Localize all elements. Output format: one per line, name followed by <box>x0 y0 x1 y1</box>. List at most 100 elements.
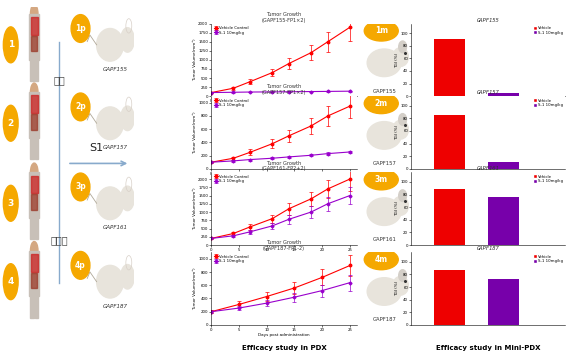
Title: GAPF157: GAPF157 <box>477 90 500 95</box>
Ellipse shape <box>121 28 134 52</box>
Bar <box>35 60 38 81</box>
Text: 1: 1 <box>7 40 14 49</box>
Bar <box>434 270 465 325</box>
Ellipse shape <box>96 187 123 220</box>
Legend: Vehicle Control, S-1 10mg/kg: Vehicle Control, S-1 10mg/kg <box>213 25 250 35</box>
Ellipse shape <box>364 21 398 41</box>
Bar <box>488 197 519 245</box>
Text: GAPF157: GAPF157 <box>103 145 128 150</box>
Title: Tumor Growth
(GAPF155-FP1×2): Tumor Growth (GAPF155-FP1×2) <box>262 12 306 23</box>
X-axis label: Days post administration: Days post administration <box>258 105 310 109</box>
Bar <box>30 218 34 239</box>
Ellipse shape <box>364 93 398 114</box>
Circle shape <box>3 105 18 141</box>
Bar <box>488 280 519 325</box>
Legend: Vehicle, S-1 10mg/kg: Vehicle, S-1 10mg/kg <box>533 254 564 264</box>
Ellipse shape <box>367 49 401 77</box>
Bar <box>31 194 37 210</box>
Bar <box>31 36 37 51</box>
Ellipse shape <box>393 196 408 215</box>
Bar <box>30 296 34 318</box>
Bar <box>29 14 39 60</box>
Title: GAPF187: GAPF187 <box>477 246 500 251</box>
Text: GAPF187: GAPF187 <box>373 317 397 322</box>
Text: GAPF161: GAPF161 <box>373 237 397 242</box>
Bar <box>488 163 519 169</box>
Text: GAPF161: GAPF161 <box>103 225 128 230</box>
Ellipse shape <box>71 15 90 42</box>
Ellipse shape <box>393 120 408 139</box>
X-axis label: Days post administration: Days post administration <box>258 334 310 338</box>
Text: 敏感: 敏感 <box>53 76 65 85</box>
Bar <box>29 92 39 138</box>
Circle shape <box>30 5 38 23</box>
Ellipse shape <box>393 48 408 66</box>
Title: GAPF155: GAPF155 <box>477 17 500 23</box>
Ellipse shape <box>367 278 401 305</box>
Bar <box>31 95 38 113</box>
Bar <box>434 115 465 169</box>
Circle shape <box>3 185 18 221</box>
Text: 4m: 4m <box>375 255 388 264</box>
Bar <box>31 254 38 272</box>
Text: 2m: 2m <box>375 99 388 108</box>
Circle shape <box>30 241 38 260</box>
Ellipse shape <box>367 198 401 225</box>
Circle shape <box>3 264 18 300</box>
Text: GAPF155: GAPF155 <box>373 89 397 94</box>
Text: GAPF155: GAPF155 <box>103 67 128 72</box>
Text: 3m: 3m <box>375 175 388 184</box>
Text: 3p: 3p <box>75 183 86 191</box>
X-axis label: Days post administration: Days post administration <box>258 178 310 182</box>
Text: 3: 3 <box>7 199 14 208</box>
Legend: Vehicle Control, S-1 10mg/kg: Vehicle Control, S-1 10mg/kg <box>213 98 250 107</box>
Y-axis label: Tumor Volume(mm³): Tumor Volume(mm³) <box>192 38 196 81</box>
Y-axis label: TGI (%): TGI (%) <box>395 52 399 68</box>
Y-axis label: TGI (%): TGI (%) <box>395 201 399 216</box>
Y-axis label: TGI (%): TGI (%) <box>395 281 399 296</box>
Circle shape <box>3 27 18 63</box>
Title: GAPF161: GAPF161 <box>477 166 500 171</box>
Ellipse shape <box>71 93 90 121</box>
Y-axis label: TGI (%): TGI (%) <box>395 125 399 140</box>
Ellipse shape <box>96 265 123 298</box>
Ellipse shape <box>364 170 398 190</box>
Bar <box>35 218 38 239</box>
Title: Tumor Growth
(GAPF157-FP1×2): Tumor Growth (GAPF157-FP1×2) <box>262 84 306 95</box>
Text: S1: S1 <box>90 143 104 152</box>
Ellipse shape <box>71 173 90 201</box>
Bar <box>488 93 519 96</box>
Ellipse shape <box>367 122 401 149</box>
Bar <box>30 138 34 159</box>
Bar <box>31 273 37 288</box>
Legend: Vehicle, S-1 10mg/kg: Vehicle, S-1 10mg/kg <box>533 174 564 184</box>
Bar <box>29 172 39 218</box>
Title: Tumor Growth
(GAPF161-FP2+2): Tumor Growth (GAPF161-FP2+2) <box>262 160 306 171</box>
Text: GAPF187: GAPF187 <box>103 304 128 309</box>
Y-axis label: Tumor Volume(mm³): Tumor Volume(mm³) <box>192 187 196 230</box>
Text: GAPF157: GAPF157 <box>373 161 397 166</box>
Bar <box>30 60 34 81</box>
Title: Tumor Growth
(GAPF187-FP1-2): Tumor Growth (GAPF187-FP1-2) <box>263 240 305 251</box>
Circle shape <box>399 41 407 53</box>
Text: 1m: 1m <box>375 26 388 35</box>
Ellipse shape <box>121 265 134 289</box>
Text: 4: 4 <box>7 277 14 286</box>
Circle shape <box>30 163 38 182</box>
Legend: Vehicle, S-1 10mg/kg: Vehicle, S-1 10mg/kg <box>533 98 564 107</box>
Text: 不敏感: 不敏感 <box>50 236 68 245</box>
Ellipse shape <box>393 276 408 295</box>
Y-axis label: Tumor Volume(mm³): Tumor Volume(mm³) <box>192 111 196 154</box>
Bar <box>434 39 465 96</box>
Legend: Vehicle Control, S-1 10mg/kg: Vehicle Control, S-1 10mg/kg <box>213 174 250 184</box>
Circle shape <box>399 114 407 125</box>
Ellipse shape <box>121 106 134 131</box>
Text: Efficacy study in PDX: Efficacy study in PDX <box>242 346 327 351</box>
Text: 1p: 1p <box>75 24 86 33</box>
Bar <box>29 250 39 296</box>
Y-axis label: Tumor Volume(mm³): Tumor Volume(mm³) <box>192 267 196 310</box>
Ellipse shape <box>96 107 123 140</box>
Ellipse shape <box>71 252 90 279</box>
X-axis label: Days post administration: Days post administration <box>258 254 310 258</box>
Ellipse shape <box>121 186 134 211</box>
